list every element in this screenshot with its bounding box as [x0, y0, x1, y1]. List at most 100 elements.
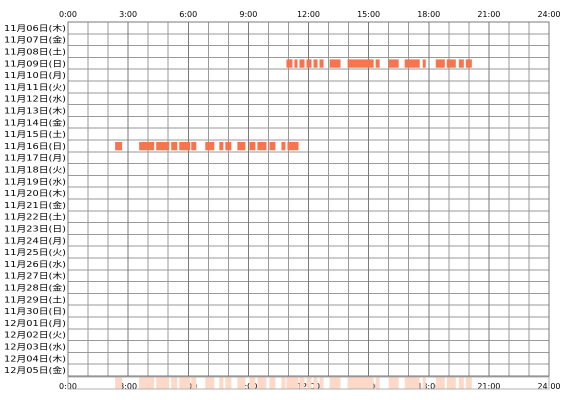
row-date-label: 11月16日(日) — [4, 141, 66, 151]
overview-bar — [191, 377, 197, 389]
chart-frame — [67, 21, 550, 377]
row-date-label: 11月30日(日) — [4, 306, 66, 316]
row-date-label: 12月01日(月) — [4, 318, 66, 328]
overview-bar — [329, 377, 341, 389]
x-tick-label: 6:00 — [179, 10, 197, 19]
row-date-label: 12月05日(金) — [4, 365, 66, 375]
activity-bars — [115, 59, 472, 151]
row-date-label: 11月23日(日) — [4, 224, 66, 234]
row-date-label: 12月03日(水) — [4, 342, 66, 352]
row-date-label: 11月28日(金) — [4, 283, 66, 293]
activity-bar — [115, 142, 123, 151]
row-date-label: 11月22日(土) — [4, 212, 66, 222]
activity-bar — [281, 142, 286, 151]
activity-bar — [269, 142, 276, 151]
activity-bar — [191, 142, 197, 151]
activity-bar — [139, 142, 155, 151]
overview-strip — [67, 376, 550, 390]
activity-bar — [422, 59, 426, 68]
row-date-label: 11月13日(木) — [4, 106, 66, 116]
row-date-label: 12月04日(木) — [4, 353, 66, 363]
overview-bar — [257, 377, 267, 389]
activity-bar — [156, 142, 170, 151]
row-date-label: 11月10日(月) — [4, 70, 66, 80]
row-date-label: 11月11日(火) — [4, 82, 66, 92]
activity-bar — [237, 142, 246, 151]
y-axis-date-labels: 11月06日(木) 11月07日(金) 11月08日(土)11月09日(日) 11月1… — [4, 23, 66, 375]
overview-strip-frame — [67, 376, 550, 390]
overview-bar — [375, 377, 380, 389]
overview-bar — [269, 377, 276, 389]
overview-bar — [156, 377, 170, 389]
activity-bar — [329, 59, 341, 68]
overview-bar — [115, 377, 123, 389]
overview-bar — [404, 377, 420, 389]
overview-bar — [139, 377, 155, 389]
activity-bar — [404, 59, 420, 68]
overview-bar — [446, 377, 456, 389]
x-tick-label: 24:00 — [537, 10, 560, 19]
activity-bar — [171, 142, 178, 151]
activity-bar — [465, 59, 472, 68]
overview-bar — [281, 377, 286, 389]
row-date-label: 11月14日(金) — [4, 117, 66, 127]
x-axis-top: 0:00 3:00 6:00 9:00 12:00 15:00 18:00 21:00 24:0… — [59, 10, 561, 19]
x-tick-label: 12:00 — [297, 10, 320, 19]
x-tick-label: 9:00 — [239, 382, 257, 391]
x-tick-label: 18:00 — [417, 10, 440, 19]
x-tick-label: 3:00 — [119, 382, 137, 391]
overview-bar — [465, 377, 472, 389]
row-date-label: 11月20日(木) — [4, 188, 66, 198]
row-date-label: 11月17日(月) — [4, 153, 66, 163]
overview-bar — [388, 377, 399, 389]
overview-bar — [225, 377, 232, 389]
activity-bar — [179, 142, 191, 151]
row-date-label: 12月02日(火) — [4, 330, 66, 340]
overview-bar — [313, 377, 318, 389]
activity-bar — [205, 142, 215, 151]
overview-bar — [219, 377, 224, 389]
overview-bar — [319, 377, 324, 389]
x-tick-label: 9:00 — [239, 10, 257, 19]
activity-bar — [313, 59, 318, 68]
overview-bar — [306, 377, 312, 389]
activity-bar — [319, 59, 324, 68]
x-tick-label: 21:00 — [477, 382, 500, 391]
activity-bar — [294, 59, 298, 68]
activity-bar — [249, 142, 256, 151]
activity-bar — [299, 59, 305, 68]
row-date-label: 11月21日(金) — [4, 200, 66, 210]
activity-bar — [458, 59, 464, 68]
overview-bar — [171, 377, 178, 389]
grid-lines — [67, 21, 550, 377]
overview-bar — [422, 377, 426, 389]
overview-bar — [347, 377, 374, 389]
activity-bar — [225, 142, 232, 151]
row-date-label: 11月07日(金) — [4, 35, 66, 45]
row-date-label: 11月15日(土) — [4, 129, 66, 139]
activity-bar — [388, 59, 399, 68]
x-tick-label: 21:00 — [477, 10, 500, 19]
activity-bar — [375, 59, 380, 68]
row-date-label: 11月24日(月) — [4, 235, 66, 245]
row-date-label: 11月19日(水) — [4, 176, 66, 186]
x-tick-label: 18:00 — [417, 382, 440, 391]
activity-bar — [286, 59, 293, 68]
overview-bar — [205, 377, 215, 389]
x-tick-label: 0:00 — [59, 10, 77, 19]
activity-bar — [219, 142, 224, 151]
activity-bar — [446, 59, 456, 68]
row-date-label: 11月06日(木) — [4, 23, 66, 33]
activity-bar — [287, 142, 299, 151]
x-tick-label: 3:00 — [119, 10, 137, 19]
activity-bar — [306, 59, 312, 68]
x-tick-label: 15:00 — [357, 10, 380, 19]
row-date-label: 11月08日(土) — [4, 47, 66, 57]
overview-bar — [435, 377, 445, 389]
activity-bar — [347, 59, 374, 68]
activity-bar — [257, 142, 267, 151]
overview-bar — [287, 377, 299, 389]
overview-bar — [299, 377, 305, 389]
row-date-label: 11月29日(土) — [4, 294, 66, 304]
